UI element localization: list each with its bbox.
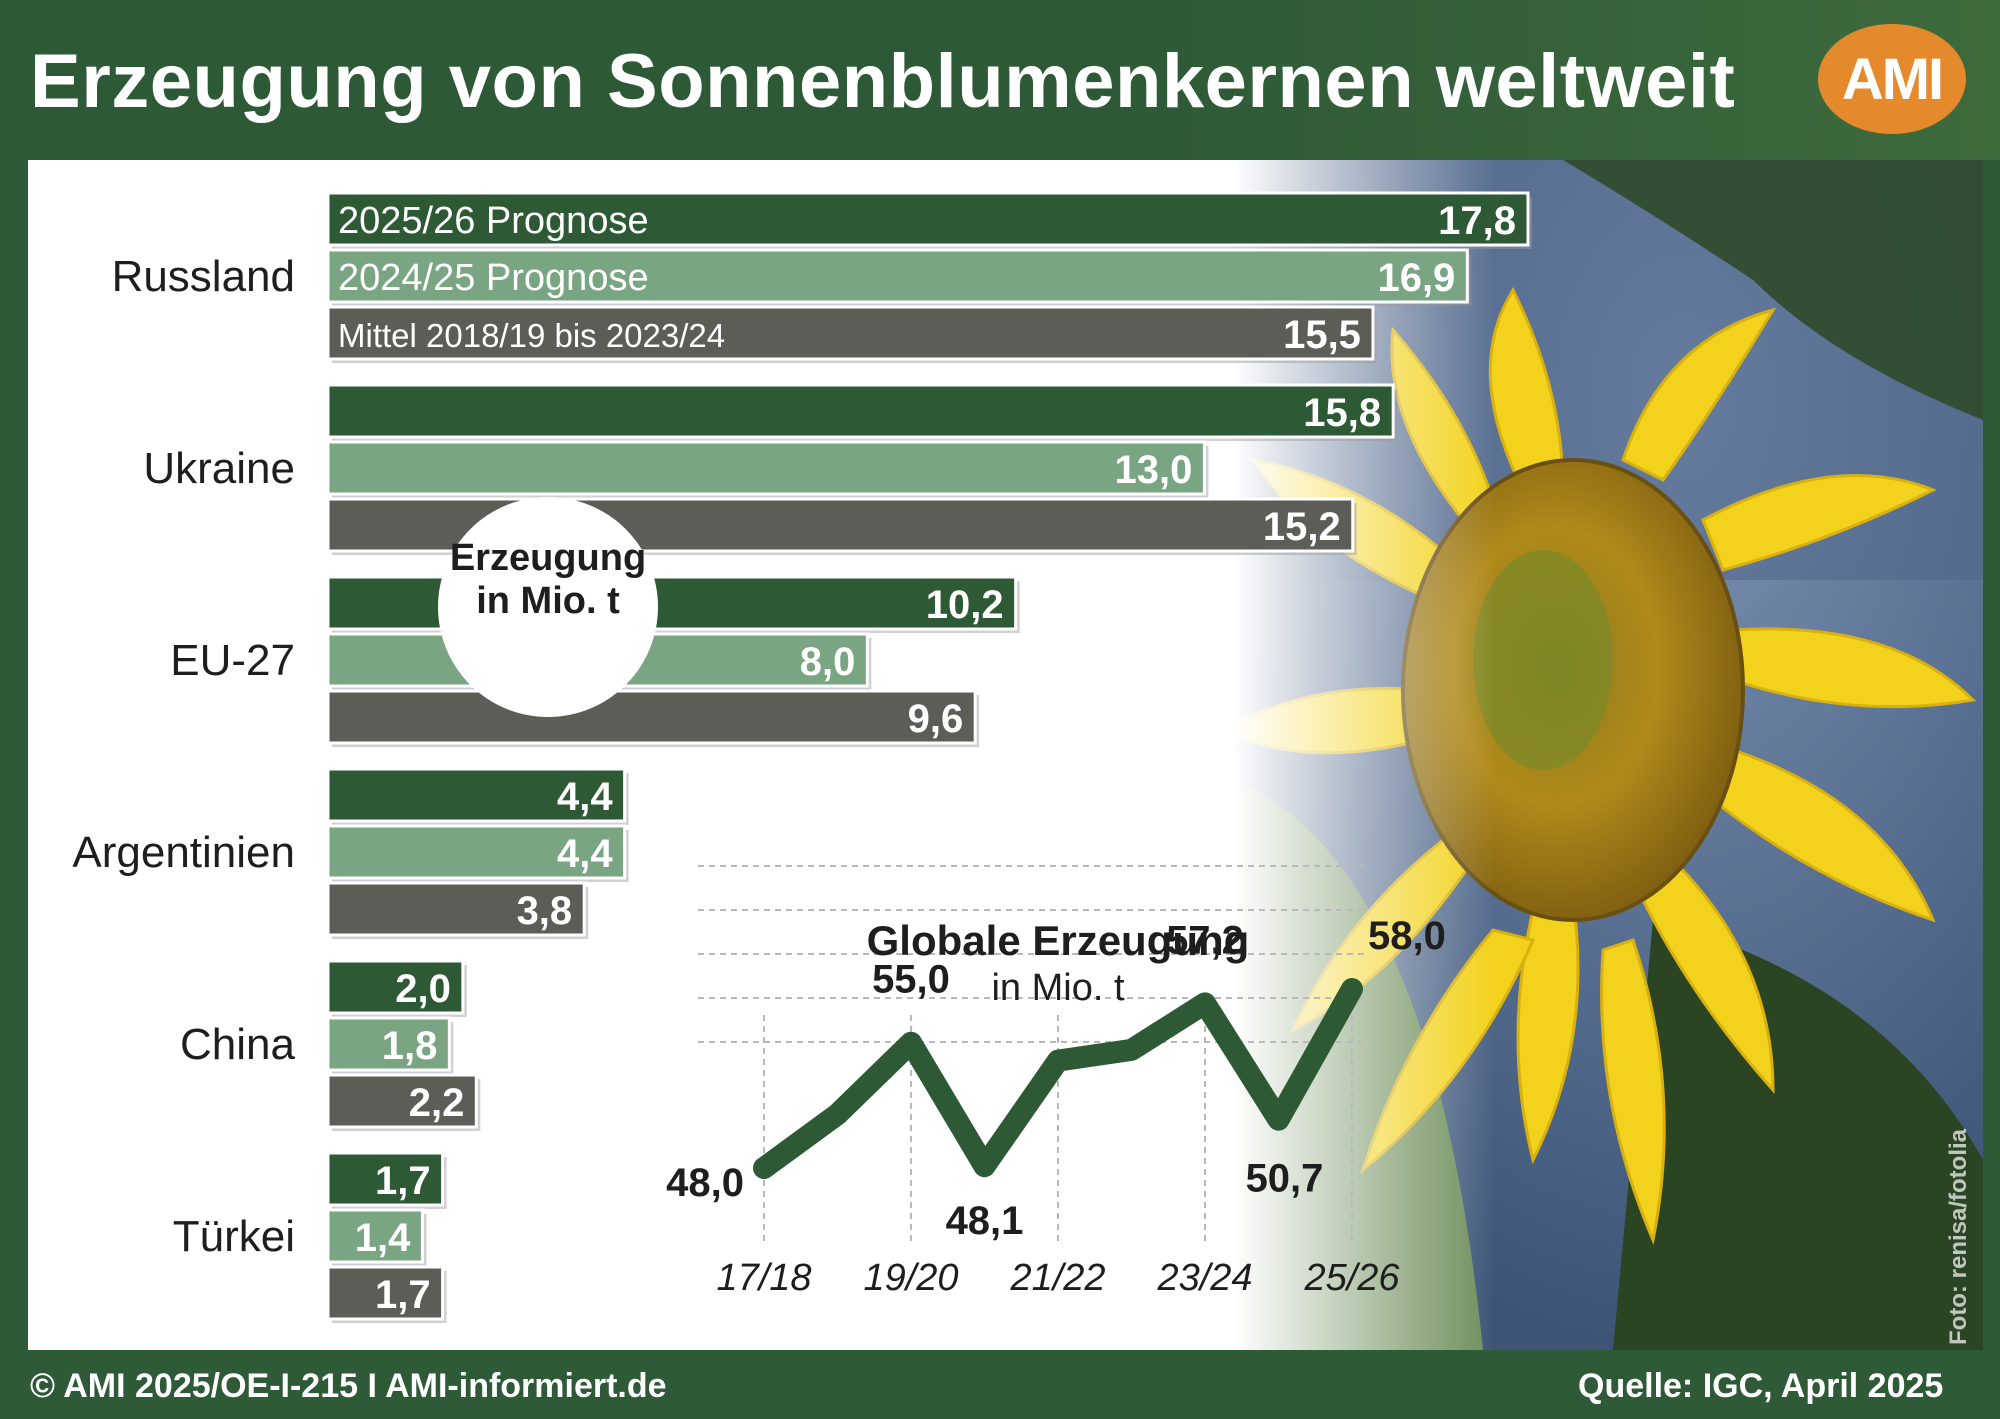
chart-panel: Russland 17,8 2025/26 Prognose 16,9 2024/25 …	[28, 160, 1983, 1350]
unit-badge-line1: Erzeugung	[450, 537, 646, 579]
bar	[326, 440, 1206, 496]
bar-value-label: 2,0	[395, 967, 451, 1011]
bar-value-label: 9,6	[908, 697, 964, 741]
bar	[326, 248, 1469, 304]
bar	[326, 959, 465, 1015]
bar-value-label: 1,7	[375, 1159, 431, 1203]
legend-entry: Mittel 2018/19 bis 2023/24	[338, 317, 725, 354]
x-tick-label: 21/22	[1009, 1257, 1105, 1299]
bar-value-label: 3,8	[517, 889, 573, 933]
bar	[326, 1265, 445, 1321]
x-tick-label: 17/18	[716, 1257, 811, 1299]
category-label: Türkei	[173, 1212, 295, 1261]
bar	[326, 1151, 445, 1207]
bar	[326, 1073, 478, 1129]
category-label: Ukraine	[143, 444, 295, 493]
bar-value-label: 16,9	[1377, 256, 1455, 300]
chart-svg: Russland 17,8 2025/26 Prognose 16,9 2024/25 …	[72, 191, 1532, 1323]
ami-logo: AMI	[1818, 24, 1966, 134]
line-point-label: 50,7	[1246, 1157, 1324, 1201]
bar-value-label: 15,8	[1303, 391, 1381, 435]
x-tick-label: 25/26	[1303, 1257, 1400, 1299]
bar-value-label: 4,4	[557, 775, 613, 819]
footer-source: Quelle: IGC, April 2025	[1578, 1367, 1944, 1405]
bar-value-label: 2,2	[409, 1081, 465, 1125]
line-point-label: 55,0	[872, 958, 950, 1002]
line-point-label: 48,1	[946, 1199, 1024, 1243]
bar	[326, 689, 977, 745]
bar-value-label: 15,2	[1263, 505, 1341, 549]
logo-text: AMI	[1841, 46, 1944, 112]
legend-entry: 2025/26 Prognose	[338, 200, 649, 242]
bar-value-label: 1,4	[355, 1216, 411, 1260]
photo-credit: Foto: renisa/fotolia	[1945, 1129, 1972, 1345]
bar-value-label: 17,8	[1438, 199, 1516, 243]
category-label: EU-27	[170, 636, 295, 685]
bar	[326, 191, 1530, 247]
bar	[326, 767, 627, 823]
bar-value-label: 4,4	[557, 832, 613, 876]
bar-value-label: 15,5	[1283, 313, 1361, 357]
bar-value-label: 10,2	[926, 583, 1004, 627]
legend-entry: 2024/25 Prognose	[338, 257, 649, 299]
bar	[326, 881, 586, 937]
page-title: Erzeugung von Sonnenblumenkernen weltwei…	[30, 39, 1736, 124]
category-label: Russland	[112, 252, 295, 301]
global-production-line	[753, 978, 1363, 1179]
header-band	[0, 0, 2000, 160]
unit-badge-line2: in Mio. t	[476, 580, 620, 622]
bar	[326, 1016, 451, 1072]
x-tick-label: 23/24	[1156, 1257, 1252, 1299]
bar-value-label: 1,8	[382, 1024, 438, 1068]
footer-copyright: © AMI 2025/OE-I-215 I AMI-informiert.de	[30, 1367, 667, 1405]
unit-badge-circle	[438, 497, 658, 717]
line-chart-subtitle: in Mio. t	[991, 967, 1124, 1009]
bar	[326, 575, 1018, 631]
x-tick-label: 19/20	[863, 1257, 958, 1299]
bar-value-label: 13,0	[1115, 448, 1193, 492]
bar	[326, 383, 1395, 439]
category-label: Argentinien	[72, 828, 295, 877]
bar	[326, 824, 627, 880]
category-label: China	[180, 1020, 295, 1069]
bar	[326, 305, 1375, 361]
line-point-label: 58,0	[1368, 914, 1446, 958]
line-point-label: 57,2	[1166, 918, 1244, 962]
bar	[326, 1208, 424, 1264]
bar-value-label: 1,7	[375, 1273, 431, 1317]
line-chart-title: Globale Erzeugung	[867, 917, 1250, 964]
bar-value-label: 8,0	[800, 640, 856, 684]
line-point-label: 48,0	[666, 1161, 744, 1205]
sunflower-photo	[1233, 160, 1983, 1350]
